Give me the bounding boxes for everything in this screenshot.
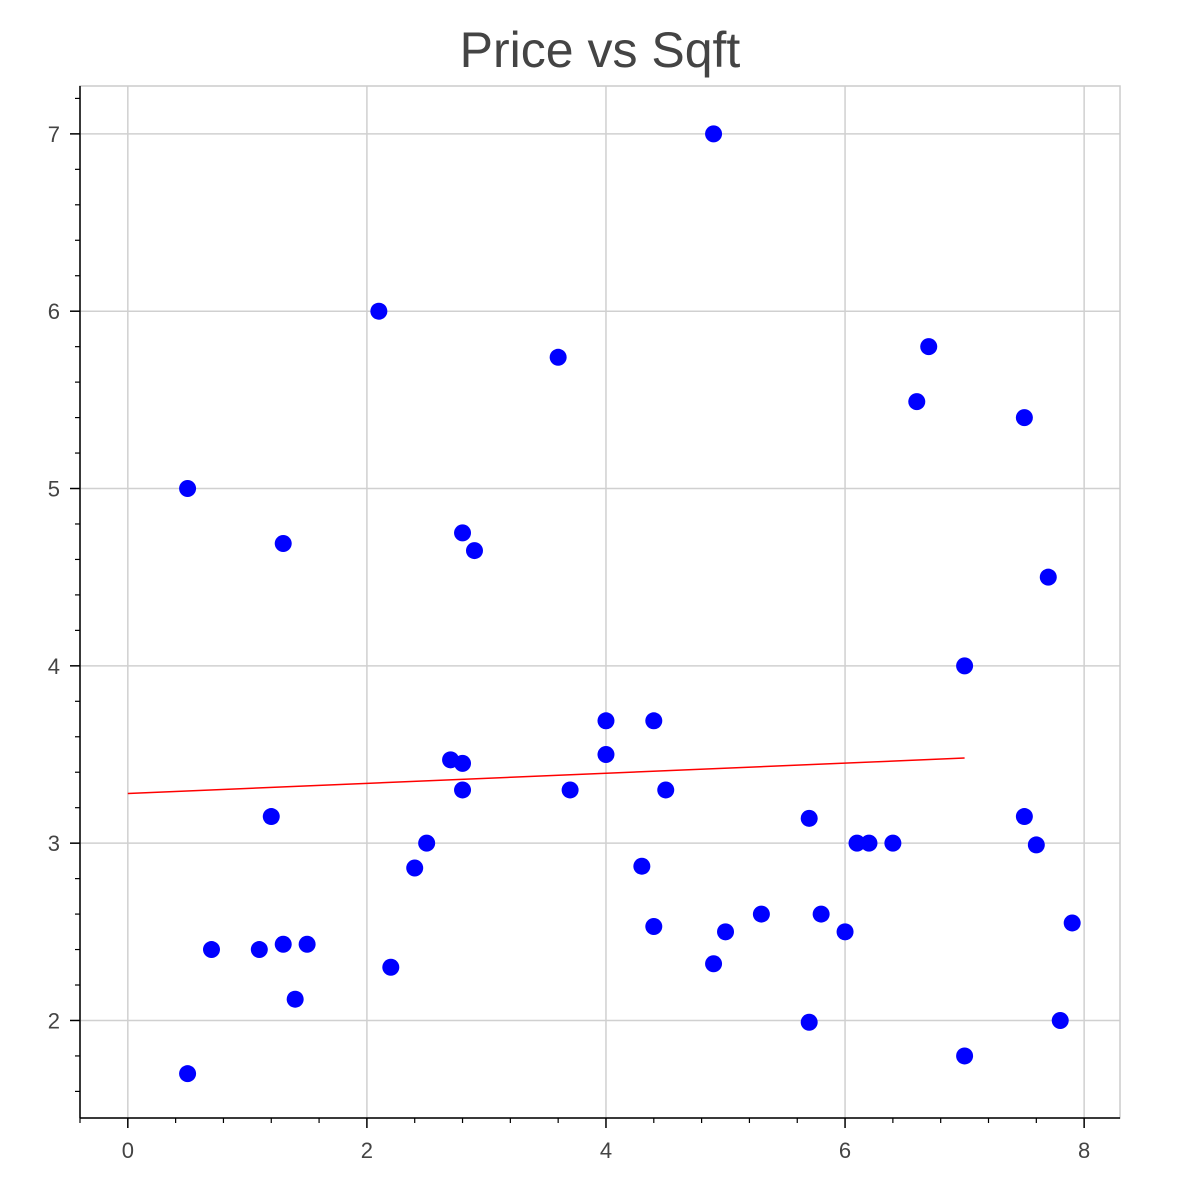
scatter-point <box>705 955 723 973</box>
scatter-point <box>454 524 472 542</box>
scatter-point <box>286 990 304 1008</box>
scatter-point <box>800 1013 818 1031</box>
scatter-point <box>884 834 902 852</box>
scatter-point <box>454 781 472 799</box>
scatter-point <box>418 834 436 852</box>
grid-lines <box>80 86 1120 1118</box>
scatter-point <box>1051 1011 1069 1029</box>
x-tick-label: 6 <box>839 1138 851 1163</box>
y-tick-label: 3 <box>48 831 60 856</box>
scatter-point <box>274 935 292 953</box>
scatter-point <box>908 393 926 411</box>
scatter-point <box>250 941 268 959</box>
scatter-point <box>298 935 316 953</box>
scatter-point <box>645 712 663 730</box>
y-tick-label: 5 <box>48 477 60 502</box>
trend-line <box>127 757 965 795</box>
scatter-point <box>382 958 400 976</box>
x-tick-label: 4 <box>600 1138 612 1163</box>
scatter-point <box>597 712 615 730</box>
scatter-point <box>406 859 424 877</box>
data-points <box>179 125 1081 1083</box>
scatter-point <box>860 834 878 852</box>
scatter-point <box>800 809 818 827</box>
plot-frame <box>79 85 1121 1119</box>
scatter-point <box>956 1047 974 1065</box>
scatter-point <box>465 542 483 560</box>
scatter-point <box>920 338 938 356</box>
scatter-point <box>1015 808 1033 826</box>
scatter-point <box>179 480 197 498</box>
y-tick-label: 6 <box>48 299 60 324</box>
scatter-point <box>454 754 472 772</box>
scatter-point <box>848 834 866 852</box>
scatter-point <box>836 923 854 941</box>
scatter-point <box>812 905 830 923</box>
trend-line-layer <box>127 757 965 795</box>
scatter-point <box>645 917 663 935</box>
scatter-point <box>549 348 567 366</box>
scatter-point <box>1027 836 1045 854</box>
x-tick-label: 2 <box>361 1138 373 1163</box>
scatter-point <box>956 657 974 675</box>
scatter-point <box>1015 409 1033 427</box>
scatter-point <box>752 905 770 923</box>
chart-title: Price vs Sqft <box>459 22 741 78</box>
scatter-point <box>657 781 675 799</box>
scatter-point <box>597 745 615 763</box>
scatter-point <box>561 781 579 799</box>
scatter-point <box>262 808 280 826</box>
axes: 0 2 4 6 8 2 3 4 5 6 7 <box>48 86 1120 1163</box>
x-tick-label: 8 <box>1078 1138 1090 1163</box>
scatter-point <box>179 1065 197 1083</box>
scatter-point <box>1039 568 1057 586</box>
scatter-point <box>274 534 292 552</box>
y-tick-label: 7 <box>48 122 60 147</box>
y-tick-label: 4 <box>48 654 60 679</box>
scatter-point <box>202 941 220 959</box>
scatter-point <box>633 857 651 875</box>
x-tick-label: 0 <box>122 1138 134 1163</box>
scatter-point <box>717 923 735 941</box>
y-tick-label: 2 <box>48 1008 60 1033</box>
scatter-point <box>705 125 723 143</box>
scatter-point <box>370 302 388 320</box>
scatter-point <box>1063 914 1081 932</box>
